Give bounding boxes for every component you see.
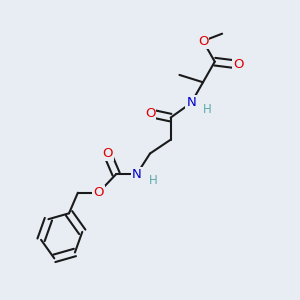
- Text: O: O: [233, 58, 244, 71]
- Text: H: H: [148, 173, 157, 187]
- Text: N: N: [186, 96, 196, 110]
- Text: O: O: [145, 107, 155, 120]
- Text: H: H: [203, 103, 212, 116]
- Text: O: O: [102, 147, 112, 160]
- Text: O: O: [93, 186, 104, 199]
- Text: N: N: [132, 168, 142, 181]
- Text: O: O: [198, 34, 208, 48]
- Text: O: O: [198, 34, 208, 48]
